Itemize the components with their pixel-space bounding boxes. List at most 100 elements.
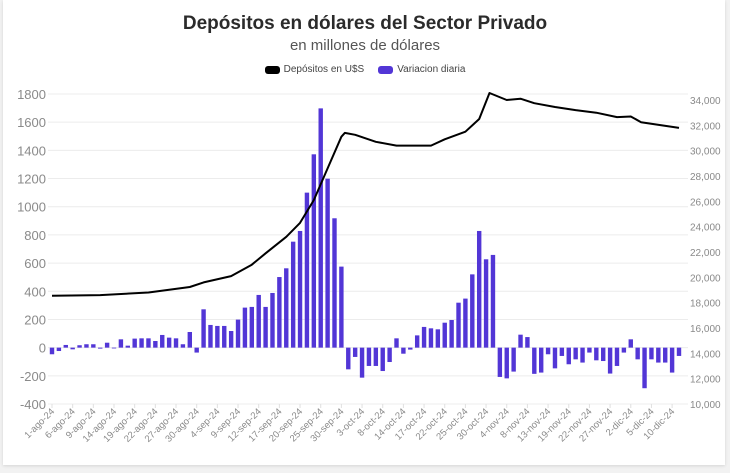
bar	[552, 347, 558, 369]
bar	[201, 309, 206, 348]
bar	[628, 339, 633, 348]
bar	[339, 266, 344, 348]
legend-label: Depósitos en U$S	[283, 64, 365, 75]
bar	[132, 338, 137, 348]
bar	[642, 347, 647, 389]
bar	[173, 338, 179, 348]
bar	[566, 347, 571, 365]
bar	[490, 254, 496, 348]
bar	[545, 347, 551, 355]
right-tick-label: 14,000	[690, 349, 721, 360]
left-tick-label: -400	[20, 397, 46, 412]
bar	[518, 334, 523, 348]
right-tick-label: 18,000	[690, 299, 721, 310]
right-tick-label: 32,000	[690, 121, 721, 132]
bar	[304, 192, 310, 348]
bar	[70, 347, 75, 350]
bar	[676, 347, 682, 356]
bar	[511, 347, 516, 372]
bar	[49, 347, 55, 355]
bar	[77, 345, 82, 348]
bar	[208, 324, 213, 348]
bar	[215, 325, 220, 348]
bar	[352, 347, 358, 357]
right-tick-label: 20,000	[690, 273, 721, 284]
bar	[401, 347, 406, 354]
bar	[538, 347, 544, 373]
left-tick-label: -200	[20, 369, 46, 384]
bar	[249, 306, 255, 348]
bar	[580, 347, 585, 363]
bar	[284, 268, 289, 348]
bar	[394, 338, 399, 348]
bar	[387, 347, 392, 363]
bar	[160, 334, 165, 348]
bar	[669, 347, 675, 373]
bar	[187, 331, 193, 348]
bar	[318, 108, 323, 348]
bar	[525, 337, 530, 348]
legend-label: Variacion diaria	[397, 64, 466, 75]
bar	[91, 344, 96, 348]
bar	[373, 347, 379, 366]
bar	[470, 274, 475, 348]
left-tick-label: 400	[24, 284, 46, 299]
bar	[614, 347, 620, 366]
bar	[559, 347, 565, 356]
bar	[242, 307, 248, 348]
bar	[414, 335, 420, 348]
bar	[125, 345, 130, 348]
chart-subtitle: en millones de dólares	[289, 37, 441, 54]
bar	[84, 344, 89, 348]
right-tick-label: 28,000	[690, 172, 721, 183]
deposits-line	[51, 92, 680, 297]
bar	[98, 347, 103, 349]
bar	[325, 178, 330, 348]
bar	[332, 218, 337, 348]
bar	[587, 347, 592, 353]
bar	[497, 347, 503, 377]
bar	[456, 302, 461, 348]
bar	[380, 347, 385, 372]
chart-card	[3, 0, 725, 465]
bar	[359, 347, 365, 378]
bar	[607, 347, 613, 374]
bar	[476, 230, 482, 348]
right-tick-label: 12,000	[690, 375, 721, 386]
legend-item-variacion[interactable]: Variacion diaria	[378, 64, 465, 75]
bar	[649, 347, 654, 360]
right-tick-label: 24,000	[690, 223, 721, 234]
bar	[504, 347, 509, 379]
bar	[532, 347, 537, 374]
right-tick-label: 10,000	[690, 400, 721, 411]
bar	[656, 347, 661, 363]
bar	[297, 230, 303, 348]
right-tick-label: 22,000	[690, 248, 721, 259]
left-tick-label: 0	[39, 341, 46, 356]
right-tick-label: 26,000	[690, 197, 721, 208]
bar	[366, 347, 372, 366]
legend-item-depositos[interactable]: Depósitos en U$S	[264, 64, 365, 75]
right-tick-label: 16,000	[690, 324, 721, 335]
bar	[346, 347, 351, 370]
legend-swatch-purple	[378, 65, 394, 74]
legend-swatch-black	[264, 65, 280, 74]
right-tick-label: 34,000	[690, 96, 721, 107]
legend: Depósitos en U$S Variacion diaria	[0, 64, 730, 75]
bar	[428, 328, 434, 348]
bar	[146, 338, 151, 348]
bar	[442, 322, 447, 348]
bar	[290, 241, 296, 348]
left-tick-label: 1400	[17, 143, 46, 158]
bar	[153, 341, 158, 348]
left-tick-label: 1200	[17, 172, 46, 187]
bar	[463, 298, 468, 348]
bar	[635, 347, 640, 360]
bar	[594, 347, 599, 361]
bar	[104, 342, 110, 348]
chart-title: Depósitos en dólares del Sector Privado	[182, 13, 548, 34]
bar	[63, 344, 68, 348]
bar	[421, 326, 427, 348]
left-tick-label: 1800	[17, 87, 46, 102]
